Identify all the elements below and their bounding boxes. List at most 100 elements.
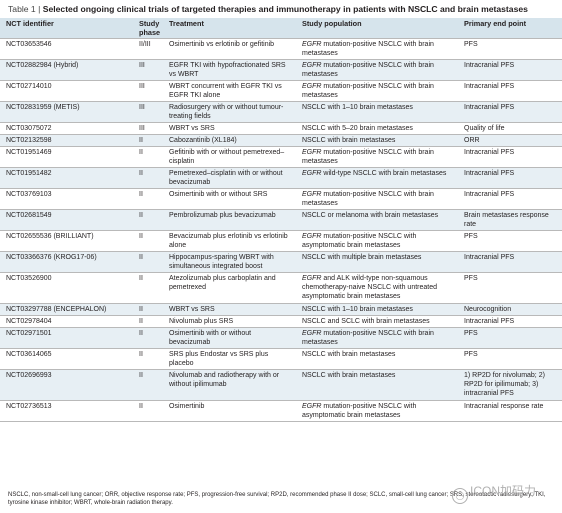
cell-population: EGFR mutation-positive NSCLC with brain … <box>296 60 458 81</box>
table-row: NCT02132598 II Cabozantinib (XL184) NSCLC w… <box>0 134 562 147</box>
cell-treatment: Gefitinib with or without pemetrexed–cis… <box>169 149 285 165</box>
cell-phase: II <box>139 306 143 313</box>
cell-population: EGFR mutation-positive NSCLC with brain … <box>296 81 458 102</box>
cell-nct: NCT02978404 <box>6 318 52 325</box>
population-text: mutation-positive NSCLC with brain metas… <box>302 330 434 346</box>
cell-phase: II <box>139 254 143 261</box>
cell-nct: NCT02882984 (Hybrid) <box>6 62 79 69</box>
table-row: NCT02736513 II Osimertinib EGFR mutation-po… <box>0 400 562 422</box>
table-body: NCT03653546 II/III Osimertinib vs erlotini… <box>0 38 562 422</box>
cell-population: EGFR and ALK wild-type non-squamous chem… <box>296 273 458 304</box>
cell-phase: II <box>139 330 143 337</box>
table-row: NCT02978404 II Nivolumab plus SRS NSCLC and… <box>0 315 562 328</box>
cell-nct: NCT01951469 <box>6 149 52 156</box>
cell-population: EGFR mutation-positive NSCLC with asympt… <box>296 231 458 252</box>
population-gene: EGFR <box>302 149 322 156</box>
cell-nct: NCT03075072 <box>6 125 52 132</box>
population-gene: EGFR <box>302 403 322 410</box>
population-gene: EGFR <box>302 170 322 177</box>
cell-treatment: Nivolumab and radiotherapy with or witho… <box>169 372 280 388</box>
population-text: mutation-positive NSCLC with brain metas… <box>302 83 434 99</box>
table-row: NCT03075072 III WBRT vs SRS NSCLC with 5–20… <box>0 122 562 135</box>
population-text: NSCLC with brain metastases <box>302 372 396 379</box>
header-population: Study population <box>296 18 458 39</box>
cell-phase: II <box>139 372 143 379</box>
cell-endpoint: ORR <box>464 137 480 144</box>
table-row: NCT02831959 (METIS) III Radiosurgery with … <box>0 101 562 123</box>
population-text: NSCLC with 1–10 brain metastases <box>302 306 413 313</box>
table-row: NCT02655536 (BRILLIANT) II Bevacizumab plu… <box>0 230 562 252</box>
population-text: NSCLC or melanoma with brain metastases <box>302 212 439 219</box>
population-text: NSCLC with multiple brain metastases <box>302 254 422 261</box>
cell-phase: II <box>139 403 143 410</box>
population-text: mutation-positive NSCLC with brain metas… <box>302 191 434 207</box>
table-label: Table 1 | <box>8 4 41 14</box>
cell-nct: NCT02696993 <box>6 372 52 379</box>
cell-treatment: Pembrolizumab plus bevacizumab <box>169 212 276 219</box>
cell-treatment: Cabozantinib (XL184) <box>169 137 237 144</box>
cell-nct: NCT01951482 <box>6 170 52 177</box>
cell-nct: NCT02736513 <box>6 403 52 410</box>
cell-phase: II <box>139 275 143 282</box>
cell-population: NSCLC with multiple brain metastases <box>296 252 458 273</box>
cell-nct: NCT03366376 (KROG17-06) <box>6 254 97 261</box>
cell-treatment: Osimertinib <box>169 403 205 410</box>
cell-phase: III <box>139 125 145 132</box>
cell-endpoint: PFS <box>464 351 478 358</box>
population-gene: EGFR <box>302 83 322 90</box>
population-text: NSCLC with brain metastases <box>302 137 396 144</box>
cell-phase: II <box>139 233 143 240</box>
cell-population: NSCLC with brain metastases <box>296 370 458 401</box>
cell-phase: II <box>139 351 143 358</box>
cell-treatment: Osimertinib with or without bevacizumab <box>169 330 252 346</box>
cell-endpoint: Intracranial PFS <box>464 83 515 90</box>
table-row: NCT02714010 III WBRT concurrent with EGFR … <box>0 80 562 102</box>
header-phase: Study phase <box>133 18 163 39</box>
cell-phase: II <box>139 170 143 177</box>
cell-population: NSCLC with 1–10 brain metastases <box>296 304 458 316</box>
table-row: NCT03526900 II Atezolizumab plus carboplat… <box>0 272 562 304</box>
cell-endpoint: PFS <box>464 330 478 337</box>
cell-endpoint: Neurocognition <box>464 306 512 313</box>
table-title: Selected ongoing clinical trials of targ… <box>42 4 528 14</box>
population-gene: EGFR <box>302 191 322 198</box>
cell-endpoint: Quality of life <box>464 125 505 132</box>
population-gene: EGFR <box>302 62 322 69</box>
cell-endpoint: PFS <box>464 275 478 282</box>
cell-nct: NCT03653546 <box>6 41 52 48</box>
cell-endpoint: Intracranial PFS <box>464 170 515 177</box>
header-endpoint: Primary end point <box>458 18 562 39</box>
cell-treatment: Osimertinib vs erlotinib or gefitinib <box>169 41 275 48</box>
watermark-text: ICON加码力 <box>470 484 537 498</box>
cell-treatment: Hippocampus-sparing WBRT with simultaneo… <box>169 254 274 270</box>
cell-nct: NCT02655536 (BRILLIANT) <box>6 233 94 240</box>
population-text: NSCLC with 1–10 brain metastases <box>302 104 413 111</box>
population-text: wild-type NSCLC with brain metastases <box>321 170 447 177</box>
cell-phase: II <box>139 318 143 325</box>
population-text: NSCLC and SCLC with brain metastases <box>302 318 430 325</box>
table-header-row: NCT identifier Study phase Treatment Stu… <box>0 18 562 39</box>
cell-nct: NCT02714010 <box>6 83 52 90</box>
cell-treatment: Bevacizumab plus erlotinib vs erlotinib … <box>169 233 288 249</box>
cell-nct: NCT02681549 <box>6 212 52 219</box>
cell-phase: II <box>139 137 143 144</box>
cell-population: NSCLC with 1–10 brain metastases <box>296 102 458 123</box>
cell-endpoint: Intracranial PFS <box>464 149 515 156</box>
cell-treatment: WBRT concurrent with EGFR TKI vs EGFR TK… <box>169 83 282 99</box>
header-nct: NCT identifier <box>0 18 133 39</box>
cell-population: NSCLC and SCLC with brain metastases <box>296 316 458 328</box>
cell-population: EGFR mutation-positive NSCLC with brain … <box>296 39 458 60</box>
cell-population: NSCLC with 5–20 brain metastases <box>296 123 458 135</box>
cell-population: EGFR mutation-positive NSCLC with brain … <box>296 328 458 349</box>
cell-nct: NCT02831959 (METIS) <box>6 104 80 111</box>
population-text: NSCLC with brain metastases <box>302 351 396 358</box>
cell-endpoint: PFS <box>464 41 478 48</box>
watermark-logo-icon: ◯ <box>452 488 468 504</box>
table-row: NCT02681549 II Pembrolizumab plus bevacizu… <box>0 209 562 231</box>
population-text: mutation-positive NSCLC with asymptomati… <box>302 233 417 249</box>
population-gene: EGFR <box>302 41 322 48</box>
cell-nct: NCT02132598 <box>6 137 52 144</box>
cell-endpoint: Intracranial PFS <box>464 191 515 198</box>
cell-treatment: EGFR TKI with hypofractionated SRS vs WB… <box>169 62 286 78</box>
